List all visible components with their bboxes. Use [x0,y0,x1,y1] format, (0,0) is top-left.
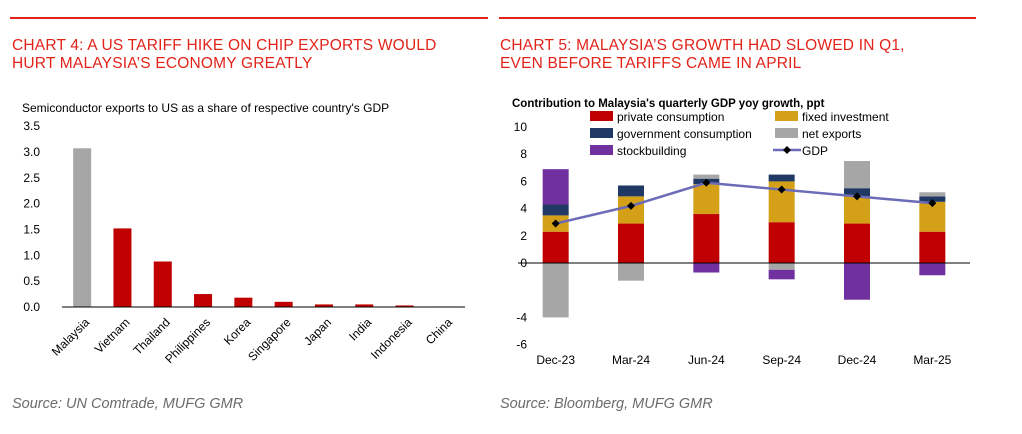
legend-swatch [590,128,613,138]
legend-label: fixed investment [802,110,889,124]
bar-segment [618,196,644,224]
bar-segment [844,223,870,263]
bar [113,228,132,307]
x-tick-label: Jun-24 [688,353,725,367]
bar [234,297,253,307]
bar-segment [542,263,569,318]
legend-label: government consumption [617,127,752,141]
bar-segment [844,188,870,197]
bar-segment [693,184,720,215]
bar-segment [919,231,946,263]
bar-segment [768,174,795,182]
bar-segment [844,161,870,189]
gdp-marker [853,192,861,201]
bar [355,304,374,307]
legend-swatch [775,111,798,121]
bar-segment [542,204,569,216]
bar-segment [768,222,795,263]
legend-label: private consumption [617,110,724,124]
bar-segment [919,192,946,197]
bar-segment [693,174,720,179]
legend-label: GDP [802,144,828,158]
bar-segment [693,214,720,263]
y-tick-label: 10 [514,120,528,134]
legend-marker [783,146,791,154]
bar-segment [618,185,644,197]
y-tick-label: -4 [516,310,527,324]
right-title-line-2: EVEN BEFORE TARIFFS CAME IN APRIL [500,55,802,72]
legend-swatch [590,111,613,121]
left-chart-title: CHART 4: A US TARIFF HIKE ON CHIP EXPORT… [12,37,437,73]
bar-segment [618,223,644,263]
legend-label: net exports [802,127,861,141]
x-tick-label: Dec-23 [536,353,575,367]
x-tick-label: Mar-25 [913,353,951,367]
y-tick-label: 2.5 [23,171,40,185]
legend-label: stockbuilding [617,144,686,158]
bar-segment [542,169,569,205]
bar-segment [693,263,720,273]
bar [395,305,414,307]
bar-segment [919,196,946,202]
bar-segment [542,231,569,263]
legend-swatch [590,145,613,155]
y-tick-label: 6 [520,174,527,188]
y-tick-label: 1.0 [23,248,40,262]
bar [73,148,92,307]
y-tick-label: 8 [520,147,527,161]
bar-segment [768,263,795,270]
left-source-note: Source: UN Comtrade, MUFG GMR [12,396,244,412]
y-tick-label: 1.5 [23,222,40,236]
bar-segment [768,269,795,280]
bar [314,304,333,307]
right-chart-subtitle: Contribution to Malaysia's quarterly GDP… [512,98,825,110]
bar [274,301,293,307]
gdp-marker [627,201,635,210]
y-tick-label: -6 [516,338,527,352]
bar-segment [844,263,870,300]
y-tick-label: 4 [520,202,527,216]
right-chart-title: CHART 5: MALAYSIA’S GROWTH HAD SLOWED IN… [500,37,905,73]
gdp-marker [928,199,937,208]
gdp-marker [777,185,786,194]
gdp-marker [702,178,711,187]
y-tick-label: 3.0 [23,145,40,159]
bar [194,294,213,307]
legend-swatch [775,128,798,138]
right-source-note: Source: Bloomberg, MUFG GMR [500,396,713,412]
right-top-rule [499,17,976,19]
y-tick-label: 3.5 [23,119,40,133]
y-tick-label: 2.0 [23,197,40,211]
bar [153,261,172,307]
gdp-line [555,181,933,225]
y-tick-label: 2 [520,229,527,243]
left-title-line-1: CHART 4: A US TARIFF HIKE ON CHIP EXPORT… [12,37,437,54]
left-chart-subtitle: Semiconductor exports to US as a share o… [22,101,390,115]
right-title-line-1: CHART 5: MALAYSIA’S GROWTH HAD SLOWED IN… [500,37,905,54]
x-tick-label: Dec-24 [838,353,877,367]
y-tick-label: 0.0 [23,300,40,314]
bar-segment [618,263,644,281]
gdp-marker [551,219,560,228]
x-tick-label: Sep-24 [762,353,801,367]
left-top-rule [10,17,488,19]
left-title-line-2: HURT MALAYSIA’S ECONOMY GREATLY [12,55,313,72]
y-tick-label: 0.5 [23,274,40,288]
x-tick-label: Mar-24 [612,353,650,367]
bar-segment [844,196,870,224]
bar-segment [919,263,946,276]
